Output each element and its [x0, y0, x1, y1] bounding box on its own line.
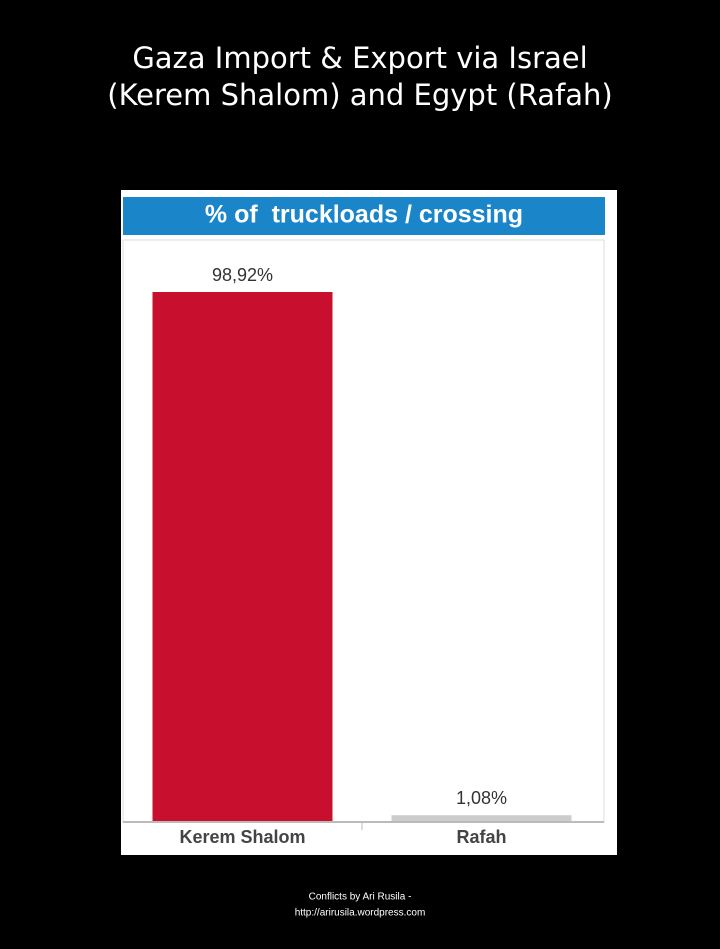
- x-tick-label: Rafah: [456, 827, 506, 847]
- bar: [152, 292, 333, 821]
- chart-title-bar: [123, 197, 605, 235]
- bar: [391, 815, 572, 821]
- footer: Conflicts by Ari Rusila -: [309, 892, 412, 903]
- chart-title: % of truckloads / crossing: [205, 201, 523, 229]
- slide-title: (Kerem Shalom) and Egypt (Rafah): [107, 78, 612, 112]
- footer: http://arirusila.wordpress.com: [295, 908, 426, 919]
- value-label: 1,08%: [456, 788, 507, 808]
- slide-title: Gaza Import & Export via Israel: [132, 41, 587, 75]
- value-label: 98,92%: [212, 265, 273, 285]
- x-tick-label: Kerem Shalom: [179, 827, 305, 847]
